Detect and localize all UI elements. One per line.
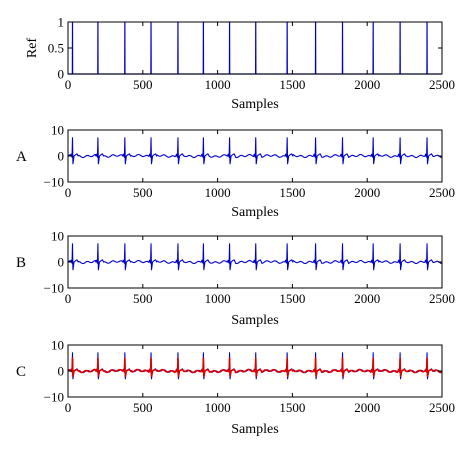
x-tick-label: 0 xyxy=(65,291,72,306)
x-tick-label: 500 xyxy=(133,400,153,415)
series-line-1 xyxy=(67,243,443,271)
x-axis-label: Samples xyxy=(231,205,278,220)
x-tick-label: 2000 xyxy=(354,291,380,306)
y-tick-label: 10 xyxy=(51,229,64,244)
x-tick-label: 0 xyxy=(65,77,72,92)
x-tick-label: 1500 xyxy=(279,77,305,92)
x-tick-label: 2500 xyxy=(429,291,455,306)
series-line-2 xyxy=(67,357,443,377)
x-tick-label: 1500 xyxy=(279,185,305,200)
panel-label: A xyxy=(16,149,27,165)
y-tick-label: 1 xyxy=(58,15,65,30)
panel-1: 0 500 1000 1500 2000 2500 0 0.5 1 Samples Ref xyxy=(25,15,455,113)
y-axis-label: Ref xyxy=(25,38,40,59)
x-tick-label: 2500 xyxy=(429,185,455,200)
x-axis-label: Samples xyxy=(231,97,278,112)
y-tick-label: 0 xyxy=(58,67,65,82)
y-tick-label: 0 xyxy=(58,255,65,270)
x-tick-label: 500 xyxy=(133,185,153,200)
x-axis-label: Samples xyxy=(231,313,278,328)
y-tick-label: 0.5 xyxy=(48,41,64,56)
x-tick-label: 500 xyxy=(133,77,153,92)
x-tick-label: 0 xyxy=(65,185,72,200)
x-axis-label: Samples xyxy=(231,422,278,437)
y-tick-label: 10 xyxy=(51,123,64,138)
series-line-1 xyxy=(67,137,443,165)
x-tick-label: 0 xyxy=(65,400,72,415)
series-line-1 xyxy=(68,21,442,75)
x-tick-label: 1500 xyxy=(279,400,305,415)
plot-frame xyxy=(67,21,443,75)
x-tick-label: 1000 xyxy=(205,185,231,200)
x-tick-label: 2000 xyxy=(354,400,380,415)
panel-label: C xyxy=(16,364,26,380)
x-tick-label: 2500 xyxy=(429,77,455,92)
y-tick-label: 0 xyxy=(58,149,65,164)
y-tick-label: 10 xyxy=(51,338,64,353)
x-tick-label: 1000 xyxy=(205,291,231,306)
x-tick-label: 2500 xyxy=(429,400,455,415)
y-tick-label: −10 xyxy=(44,281,64,296)
x-tick-label: 1000 xyxy=(205,77,231,92)
y-tick-label: −10 xyxy=(44,390,64,405)
x-tick-label: 1000 xyxy=(205,400,231,415)
x-tick-label: 500 xyxy=(133,291,153,306)
x-tick-label: 1500 xyxy=(279,291,305,306)
x-tick-label: 2000 xyxy=(354,77,380,92)
y-tick-label: −10 xyxy=(44,175,64,190)
y-tick-label: 0 xyxy=(58,364,65,379)
panel-label: B xyxy=(16,255,26,271)
x-tick-label: 2000 xyxy=(354,185,380,200)
